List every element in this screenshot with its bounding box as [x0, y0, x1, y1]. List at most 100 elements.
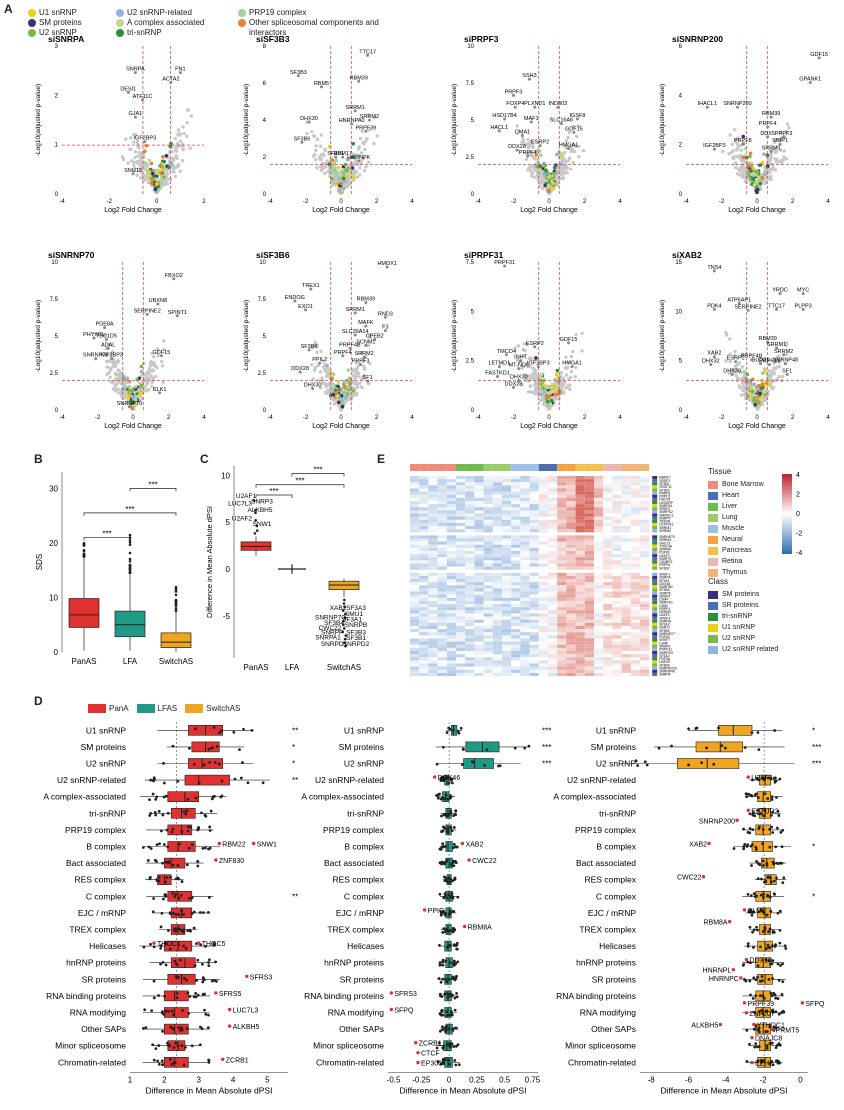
heatmap-cell [474, 560, 484, 564]
data-point-spliceosome [340, 167, 345, 172]
labeled-point [526, 154, 530, 158]
data-point-spliceosome [340, 404, 345, 409]
labeled-point [298, 370, 302, 374]
data-point-spliceosome [547, 394, 552, 398]
heatmap-cell [557, 619, 567, 623]
data-point [554, 396, 558, 401]
heatmap-cell [630, 619, 640, 623]
data-point [162, 347, 167, 352]
labeled-point [801, 307, 805, 311]
data-point-spliceosome [754, 173, 759, 177]
legend-label: A complex associated [127, 18, 205, 27]
data-point-spliceosome [337, 188, 342, 193]
data-point [782, 155, 786, 159]
heatmap-cell [419, 604, 429, 608]
heatmap-cell [410, 666, 420, 670]
heatmap-cell [630, 494, 640, 498]
heatmap-cell [612, 666, 622, 670]
heatmap-cell [538, 588, 548, 592]
heatmap-cell [557, 491, 567, 495]
heatmap-cell [548, 541, 558, 545]
data-point [185, 121, 189, 125]
heatmap-cell [621, 535, 631, 539]
data-point [735, 172, 740, 176]
heatmap-cell [483, 550, 493, 555]
y-tick-label: 7.5 [466, 81, 475, 87]
data-point-spliceosome [153, 187, 158, 192]
gene-label: F3 [382, 325, 388, 331]
heatmap-cell [603, 610, 613, 614]
heatmap-cell [492, 535, 502, 539]
data-point [728, 352, 732, 356]
gene-label: SNW1 [253, 521, 272, 528]
panel-label-b: B [34, 452, 43, 466]
data-point [318, 370, 323, 374]
heatmap-cell [630, 547, 640, 551]
y-tick-label: 2.5 [258, 371, 267, 377]
class-bar-cell [652, 657, 658, 661]
heatmap-cell [419, 541, 429, 545]
heatmap-cell [630, 566, 640, 570]
heatmap-cell [520, 488, 530, 492]
heatmap-cell [410, 488, 420, 492]
heatmap-cell [640, 647, 650, 652]
heatmap-cell [419, 557, 429, 561]
gene-label: MAF1 [524, 116, 539, 122]
heatmap-cell [548, 582, 558, 586]
data-point [133, 133, 138, 137]
heatmap-cell [575, 526, 585, 530]
heatmap-cell [492, 554, 502, 558]
heatmap-cell [566, 541, 576, 545]
data-point [520, 383, 524, 387]
gene-label: SF3B3 [290, 70, 307, 76]
data-point [111, 363, 116, 368]
heatmap-cell [474, 538, 484, 542]
heatmap-cell [520, 588, 530, 592]
heatmap-cell [437, 597, 447, 601]
outlier-point [254, 519, 257, 522]
labeled-point [769, 150, 773, 154]
labeled-point [712, 147, 716, 151]
data-point-spliceosome [139, 369, 144, 374]
heatmap-cell [410, 591, 420, 595]
data-point [739, 148, 743, 152]
heatmap-cell [575, 485, 585, 489]
heatmap-cell [538, 632, 548, 636]
data-point [310, 129, 314, 134]
gene-label: SF3A3 [346, 605, 366, 612]
labeled-point [341, 155, 345, 159]
heatmap-cell [548, 566, 558, 570]
data-point [564, 355, 568, 359]
heatmap-cell [410, 513, 420, 517]
data-point [318, 157, 323, 161]
heatmap-cell [584, 476, 594, 480]
heatmap-cell [502, 504, 512, 508]
data-point [154, 374, 158, 379]
heatmap-cell [529, 575, 539, 580]
heatmap-cell [548, 647, 558, 652]
heatmap-cell [456, 672, 466, 677]
heatmap-cell [502, 522, 512, 527]
heatmap-cell [594, 672, 604, 677]
heatmap-cell [538, 550, 548, 555]
heatmap-cell [446, 572, 456, 576]
heatmap-cell [428, 629, 438, 633]
heatmap-cell [474, 507, 484, 511]
heatmap-cell [437, 582, 447, 586]
x-tick-label: -2 [303, 199, 309, 205]
heatmap-cell [575, 488, 585, 492]
heatmap-cell [640, 582, 650, 586]
data-point [354, 360, 358, 365]
heatmap-cell [465, 494, 475, 498]
tissue-bar-cell [437, 464, 447, 471]
heatmap-cell [520, 476, 530, 480]
data-point [189, 114, 194, 118]
class-legend: Class SM proteins SR proteins tri-snRNP U1 … [708, 576, 778, 655]
heatmap-cell [612, 613, 622, 617]
heatmap-cell [465, 582, 475, 586]
data-point-spliceosome [331, 372, 336, 376]
heatmap-cell [584, 529, 594, 533]
tissue-bar-cell [446, 464, 456, 471]
heatmap-cell [640, 544, 650, 548]
